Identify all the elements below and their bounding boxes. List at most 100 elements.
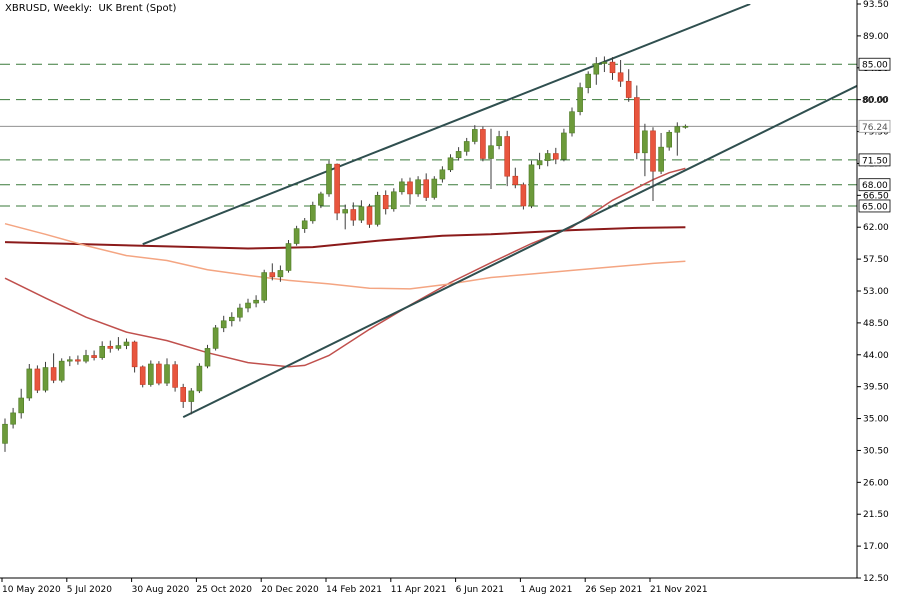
candle-body: [99, 345, 105, 358]
x-tick-label: 21 Nov 2021: [650, 585, 708, 595]
candle: [115, 337, 122, 351]
candle-body: [552, 153, 559, 160]
level-label: 71.50: [858, 153, 891, 167]
candle: [83, 349, 89, 364]
x-tick-label: 6 Jun 2021: [456, 585, 504, 595]
y-axis: 93.5089.0084.5080.0075.5071.0066.5062.00…: [857, 0, 891, 584]
candle-body: [277, 270, 284, 278]
candle: [512, 167, 519, 189]
y-tick-label: 39.50: [863, 383, 889, 393]
candle: [552, 147, 559, 165]
candle: [642, 123, 648, 177]
x-tick-label: 20 Dec 2020: [261, 585, 319, 595]
candle-body: [593, 63, 600, 75]
candle: [415, 176, 421, 197]
candle-body: [674, 126, 681, 133]
y-tick-label: 44.00: [863, 351, 889, 361]
x-tick-label: 30 Aug 2020: [132, 585, 190, 595]
candle-body: [269, 272, 276, 278]
candle-body: [326, 163, 332, 195]
candle: [471, 125, 478, 145]
candle-body: [666, 131, 673, 148]
x-tick-label: 25 Oct 2020: [196, 585, 252, 595]
candle-body: [650, 130, 656, 172]
candle-body: [528, 164, 535, 207]
candle-body: [67, 359, 73, 362]
candle: [455, 147, 462, 161]
candle: [423, 173, 430, 202]
candle-body: [148, 363, 154, 385]
candle-body: [366, 206, 373, 225]
level-label-text: 68.00: [862, 181, 888, 191]
level-label-box: [858, 199, 891, 213]
x-tick-label: 5 Jul 2020: [67, 585, 112, 595]
chart-title: XBRUSD, Weekly: UK Brent (Spot): [5, 3, 177, 14]
candle-body: [75, 359, 81, 362]
candle-body: [617, 72, 624, 82]
y-tick-label: 30.50: [863, 446, 889, 456]
candle-body: [488, 145, 494, 159]
candle-body: [358, 206, 365, 221]
candle-body: [123, 341, 130, 346]
candle-body: [131, 341, 138, 368]
candle: [561, 128, 567, 162]
candle-body: [520, 184, 527, 207]
y-tick-label: 21.50: [863, 510, 889, 520]
candle: [164, 358, 170, 386]
trend-line: [142, 4, 751, 246]
candle: [58, 358, 65, 383]
candle-body: [309, 204, 316, 222]
candle: [139, 365, 146, 388]
candle-body: [512, 175, 519, 186]
candle: [520, 182, 527, 210]
level-label-box: [858, 178, 891, 192]
candle-body: [642, 130, 648, 154]
candle-body: [285, 243, 292, 271]
candle: [431, 176, 438, 200]
candle: [666, 130, 673, 151]
candle-body: [415, 179, 421, 195]
candle: [91, 350, 97, 361]
candle: [593, 57, 600, 85]
level-label-text: 85.00: [862, 61, 888, 71]
candle-body: [188, 390, 195, 402]
moving-average-line: [4, 222, 686, 290]
candle-body: [164, 364, 170, 384]
level-label: 65.00: [858, 199, 891, 213]
x-tick-label: 11 Apr 2021: [391, 585, 447, 595]
x-tick-label: 14 Feb 2021: [326, 585, 382, 595]
candle-body: [536, 160, 543, 166]
candle: [245, 298, 251, 313]
candle: [366, 203, 373, 228]
y-tick-label: 35.00: [863, 415, 889, 425]
y-tick-label: 62.00: [863, 223, 889, 233]
level-label-box: [858, 153, 891, 167]
candle-body: [91, 355, 97, 358]
candle: [277, 265, 284, 282]
candle: [342, 204, 349, 230]
candle: [674, 122, 681, 156]
candle-body: [658, 146, 664, 172]
candle: [528, 160, 535, 209]
moving-average-line: [4, 226, 686, 250]
candle: [585, 71, 592, 94]
candle-body: [83, 355, 89, 362]
x-tick-label: 26 Sep 2021: [585, 585, 642, 595]
y-tick-label: 48.50: [863, 319, 889, 329]
candle: [609, 57, 616, 80]
candle: [261, 269, 268, 304]
candle: [439, 166, 446, 183]
level-label: 68.00: [858, 178, 891, 192]
candle-body: [115, 345, 122, 349]
candle-body: [471, 129, 478, 142]
plot-area: [0, 4, 857, 452]
level-label-box: [858, 57, 891, 71]
candle: [99, 341, 105, 360]
candle: [123, 338, 130, 350]
candle-body: [496, 136, 502, 147]
candle: [350, 202, 357, 226]
candle-body: [390, 191, 397, 210]
candle: [399, 178, 405, 195]
candle: [131, 340, 138, 373]
